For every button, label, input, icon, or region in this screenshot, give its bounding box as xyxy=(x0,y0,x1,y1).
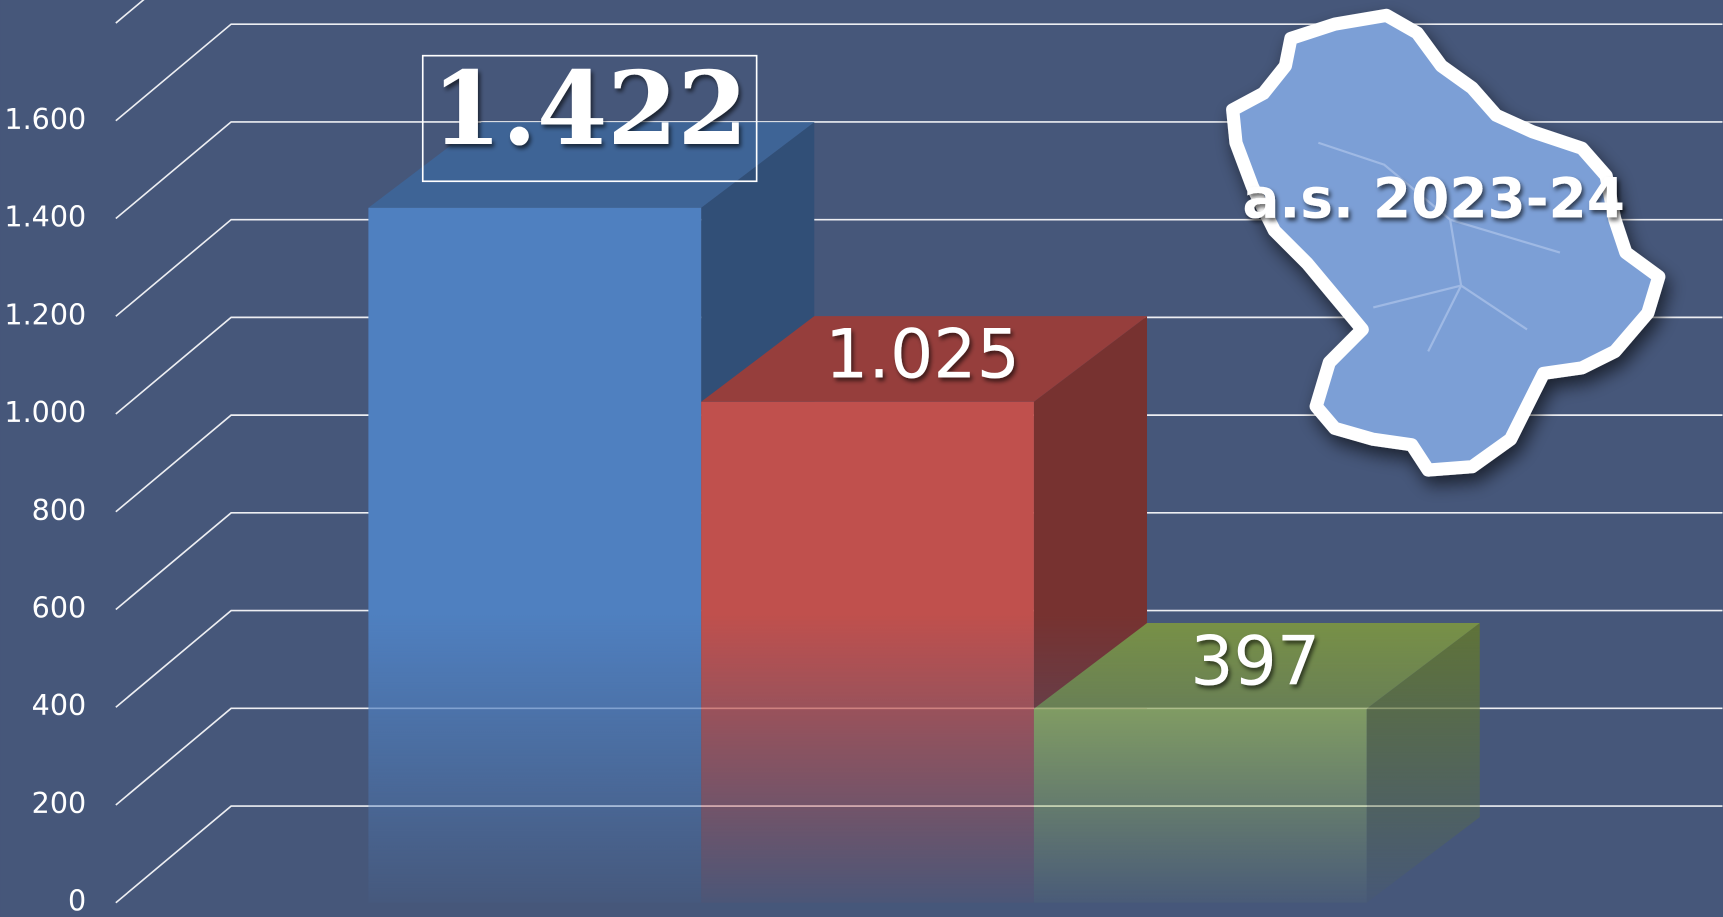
bars xyxy=(368,122,1480,903)
map xyxy=(1226,8,1666,477)
grid-line xyxy=(115,23,1723,122)
y-tick-label: 400 xyxy=(32,688,87,722)
y-tick-label: 1.200 xyxy=(4,297,86,331)
bar-side xyxy=(1366,623,1480,903)
y-tick-label: 600 xyxy=(32,591,87,625)
bar-top xyxy=(368,122,815,208)
map-region xyxy=(1226,8,1666,477)
grid-line xyxy=(115,218,1723,317)
y-tick-label: 1.600 xyxy=(4,102,86,136)
value-label: 1.422 xyxy=(432,49,748,168)
bar xyxy=(1033,708,1367,903)
bar xyxy=(368,207,702,903)
map-borders xyxy=(1318,141,1561,352)
bar xyxy=(701,401,1034,903)
annotation: a.s. 2023-24 xyxy=(1242,166,1625,230)
grid-line xyxy=(115,609,1723,708)
y-tick-label: 1.400 xyxy=(4,200,86,234)
grid-line xyxy=(115,414,1723,513)
value-label-box xyxy=(421,54,758,183)
grid-line xyxy=(115,512,1723,611)
bar-top xyxy=(701,316,1148,402)
grid-line xyxy=(115,316,1723,415)
grid-line xyxy=(115,121,1723,220)
grid xyxy=(115,0,1723,904)
value-label: 397 xyxy=(1190,623,1320,702)
value-label: 1.025 xyxy=(825,316,1020,395)
y-tick-label: 800 xyxy=(32,493,87,527)
y-tick-label: 0 xyxy=(68,884,86,917)
y-tick-label: 1.000 xyxy=(4,395,86,429)
bar-top xyxy=(1033,623,1480,709)
y-tick-label: 200 xyxy=(32,786,87,820)
labels: 0 200 400 600 800 1.000 1.200 1.400 1.600 1.422 1.… xyxy=(4,49,1320,917)
